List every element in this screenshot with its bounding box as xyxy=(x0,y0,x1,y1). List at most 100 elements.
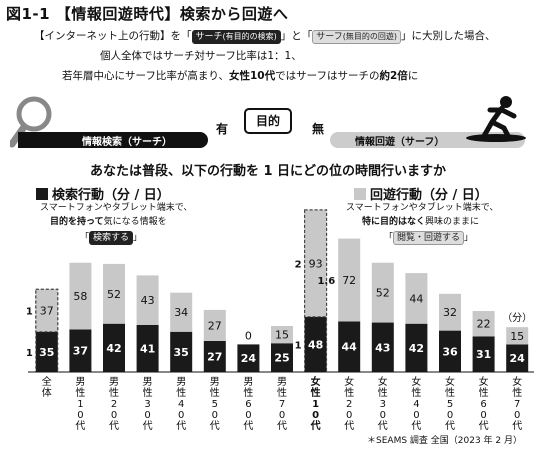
category-label-char: 2 xyxy=(111,399,117,410)
category-label-char: 0 xyxy=(413,410,419,421)
search-banner xyxy=(18,132,208,148)
surf-bar xyxy=(371,262,394,323)
highlight-double: 約2倍 xyxy=(379,70,408,82)
category-label-char: 4 xyxy=(413,399,419,410)
category-label-char: 男 xyxy=(75,376,85,388)
category-label-char: 男 xyxy=(176,376,186,388)
surf-bar xyxy=(271,326,293,344)
category-label-char: 性 xyxy=(310,386,321,399)
category-label-char: 男 xyxy=(109,376,119,388)
category-label-char: 代 xyxy=(210,420,220,432)
category-label-char: 0 xyxy=(111,410,117,421)
search-bar xyxy=(506,344,529,372)
ratio-label-surf: 1 xyxy=(26,306,33,317)
surf-bar xyxy=(439,293,461,331)
category-label-char: 0 xyxy=(77,410,83,421)
surf-value-label: 43 xyxy=(141,294,155,307)
intro-line-1: 【インターネット上の行動】を「 サーチ(有目的の検索) 」と「 サーフ(無目的の回遊)… xyxy=(34,28,495,44)
search-legend-swatch xyxy=(36,188,48,200)
category-label-char: 代 xyxy=(479,420,489,432)
search-value-label: 36 xyxy=(442,345,458,358)
category-label-char: 女 xyxy=(311,375,321,388)
ratio-label-search: 1 xyxy=(295,340,302,351)
category-label-char: 性 xyxy=(344,386,354,399)
figure-title: 図1-1 【情報回遊時代】検索から回遊へ xyxy=(6,5,289,23)
surf-value-label: 0 xyxy=(245,329,252,342)
surf-bar xyxy=(506,327,529,345)
search-pill: サーチ(有目的の検索) xyxy=(191,30,281,44)
word-with: 有 xyxy=(216,122,229,136)
category-label-char: 男 xyxy=(277,376,287,388)
category-label-char: 性 xyxy=(75,386,85,399)
category-label-char: 男 xyxy=(243,376,253,388)
surf-value-label: 93 xyxy=(309,257,323,270)
search-value-label: 48 xyxy=(308,338,323,351)
category-label-char: 1 xyxy=(312,399,319,410)
category-label-char: 女 xyxy=(344,375,354,388)
category-label-char: 0 xyxy=(178,410,184,421)
category-label-char: 1 xyxy=(77,399,83,410)
source-note: ＊SEAMS 調査 全国（2023 年 2 月） xyxy=(367,436,522,446)
category-label-char: 男 xyxy=(210,376,220,388)
search-bar xyxy=(338,321,361,372)
category-label-char: 代 xyxy=(378,420,388,432)
category-label-char: 0 xyxy=(144,410,150,421)
intro-line-3: 若年層中心にサーフ比率が高まり、女性10代ではサーフはサーチの約2倍に xyxy=(62,70,419,82)
search-bar xyxy=(35,331,58,372)
search-bar xyxy=(472,336,495,372)
surf-legend: 回遊行動（分 / 日） xyxy=(354,184,488,203)
word-without: 無 xyxy=(312,122,325,136)
surf-desc-1: スマートフォンやタブレット端末で、 xyxy=(346,203,499,213)
search-value-label: 24 xyxy=(510,352,526,365)
category-label-char: 6 xyxy=(245,399,251,410)
category-label-char: 0 xyxy=(380,410,386,421)
category-label-char: 3 xyxy=(144,399,150,410)
search-banner-label: 情報検索（サーチ） xyxy=(82,137,172,148)
category-label-char: 0 xyxy=(279,410,285,421)
search-value-label: 41 xyxy=(140,342,155,355)
search-desc-1: スマートフォンやタブレット端末で、 xyxy=(40,203,193,213)
category-label-char: 全 xyxy=(42,375,52,388)
search-value-label: 42 xyxy=(409,342,424,355)
category-label-char: 性 xyxy=(109,386,119,399)
category-label-char: 代 xyxy=(344,420,354,432)
surf-bar xyxy=(69,262,92,330)
surf-bar xyxy=(405,273,428,324)
search-bar xyxy=(371,322,394,372)
search-bar xyxy=(405,323,428,372)
search-value-label: 35 xyxy=(39,346,54,359)
ratio-label-surf: 2 xyxy=(295,259,302,270)
search-bar xyxy=(304,316,327,372)
search-bar xyxy=(136,324,159,372)
surf-value-label: 72 xyxy=(342,274,356,287)
search-bar xyxy=(103,323,125,372)
search-value-label: 44 xyxy=(342,341,358,354)
category-label-char: 性 xyxy=(378,386,388,399)
search-bar xyxy=(69,329,92,372)
intro-text: 【インターネット上の行動】を「 xyxy=(34,30,192,42)
surf-bar xyxy=(136,275,159,325)
category-label-char: 性 xyxy=(479,386,489,399)
surf-desc-2: 特に目的はなく興味のままに xyxy=(362,217,480,227)
category-label-char: 女 xyxy=(378,375,388,388)
category-label-char: 代 xyxy=(176,420,186,432)
surf-value-label: 15 xyxy=(275,329,289,342)
surf-value-label: 15 xyxy=(510,330,524,343)
category-label-char: 代 xyxy=(411,420,421,432)
surf-desc-3: 「閲覧・回遊する」 xyxy=(384,231,474,245)
surf-value-label: 58 xyxy=(73,290,87,303)
category-label-char: 代 xyxy=(109,420,119,432)
unit-label: （分） xyxy=(502,312,532,324)
category-label-char: 代 xyxy=(512,420,522,432)
category-label-char: 女 xyxy=(512,375,522,388)
search-value-label: 35 xyxy=(174,346,189,359)
surfer-icon xyxy=(466,96,526,142)
search-value-label: 24 xyxy=(241,352,257,365)
search-bar xyxy=(170,331,193,372)
search-bar xyxy=(439,330,461,372)
surf-bar xyxy=(472,311,495,337)
search-value-label: 42 xyxy=(106,342,121,355)
category-label-char: 代 xyxy=(143,420,153,432)
surf-value-label: 27 xyxy=(208,319,222,332)
category-label-char: 0 xyxy=(312,410,319,421)
